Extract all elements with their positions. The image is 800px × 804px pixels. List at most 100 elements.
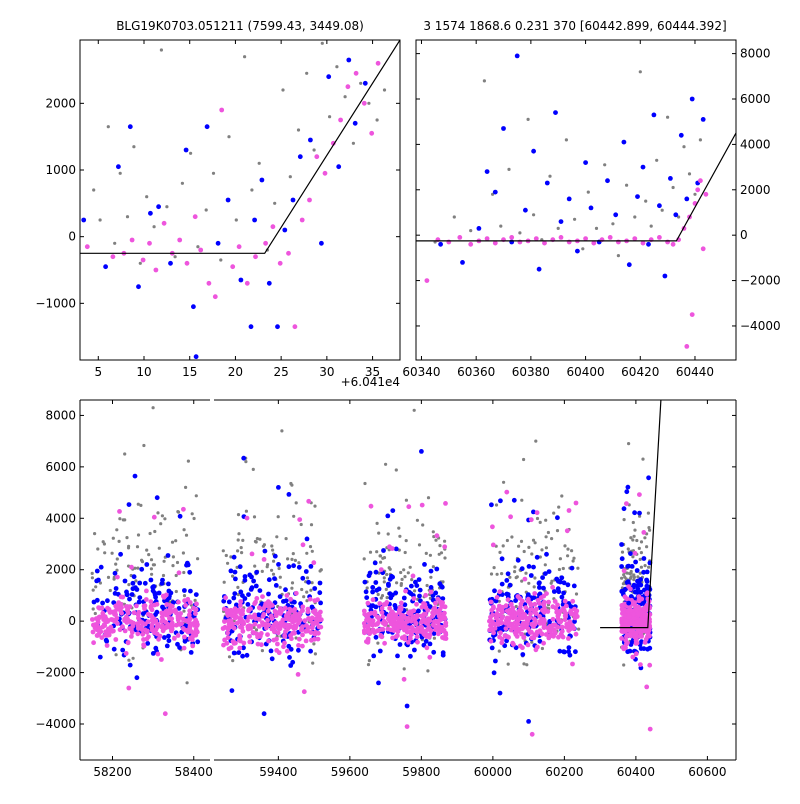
data-point-blue <box>229 688 235 693</box>
data-point-grey <box>211 171 216 175</box>
band-point-pink <box>633 641 639 646</box>
band-point-grey <box>530 640 534 644</box>
band-point-pink <box>256 617 262 622</box>
band-point-grey <box>182 594 187 598</box>
band-point-blue <box>519 566 525 572</box>
data-point-pink <box>292 324 298 330</box>
data-point-grey <box>294 501 298 505</box>
data-point-grey <box>682 145 686 149</box>
band-point-grey <box>489 572 494 576</box>
band-point-pink <box>531 635 537 641</box>
band-point-blue <box>232 569 238 575</box>
band-point-pink <box>406 504 412 510</box>
band-point-blue <box>537 638 543 644</box>
band-point-grey <box>538 520 542 525</box>
band-point-pink <box>398 600 404 606</box>
data-point-blue <box>290 197 296 203</box>
band-point-pink <box>145 619 151 624</box>
band-point-grey <box>136 502 140 506</box>
band-point-grey <box>505 538 509 543</box>
panel-top-left: 5 10 15 20 25 30 35 −1000 0 1000 2000 <box>35 39 401 379</box>
band-point-blue <box>170 600 176 605</box>
data-point-grey <box>132 145 136 149</box>
data-point-blue <box>657 203 662 209</box>
band-point-pink <box>424 645 430 651</box>
band-point-grey <box>386 532 390 536</box>
band-point-pink <box>226 618 231 624</box>
band-point-grey <box>525 663 529 667</box>
band-point-blue <box>166 588 172 594</box>
band-point-blue <box>185 560 190 566</box>
band-point-pink <box>532 601 538 607</box>
data-point-pink <box>254 631 260 637</box>
band-point-blue <box>572 619 577 624</box>
band-point-grey <box>417 543 422 547</box>
band-point-grey <box>520 498 524 502</box>
band-point-pink <box>261 611 267 617</box>
data-point-grey <box>566 547 570 551</box>
band-point-blue <box>625 564 631 569</box>
data-point-blue <box>678 132 684 138</box>
data-point-pink <box>129 237 135 243</box>
band-point-pink <box>174 610 179 616</box>
data-point-pink <box>509 235 515 240</box>
band-point-pink <box>369 619 374 625</box>
band-point-pink <box>422 602 428 607</box>
band-point-pink <box>317 613 322 619</box>
band-point-blue <box>374 587 380 593</box>
band-point-blue <box>131 574 137 580</box>
band-point-pink <box>622 594 628 600</box>
data-point-pink <box>167 611 172 616</box>
data-point-grey <box>384 462 388 466</box>
band-point-grey <box>367 659 371 663</box>
data-point-grey <box>603 163 607 167</box>
band-point-blue <box>513 598 518 603</box>
band-point-grey <box>622 573 626 577</box>
data-point-blue <box>266 280 272 286</box>
band-point-pink <box>628 586 633 592</box>
band-point-grey <box>182 528 186 532</box>
band-point-blue <box>98 564 104 570</box>
band-point-pink <box>90 617 95 622</box>
band-point-blue <box>193 592 199 597</box>
band-point-pink <box>169 620 175 626</box>
band-point-pink <box>159 624 165 630</box>
data-point-pink <box>698 178 703 184</box>
band-point-grey <box>135 545 140 549</box>
band-point-grey <box>566 554 570 558</box>
band-point-pink <box>109 628 115 634</box>
band-point-blue <box>127 662 133 668</box>
band-point-blue <box>241 455 247 461</box>
band-point-pink <box>635 627 641 633</box>
band-point-pink <box>387 613 393 619</box>
data-point-pink <box>404 724 410 729</box>
band-point-blue <box>412 647 417 653</box>
band-point-blue <box>228 568 234 574</box>
band-point-blue <box>296 647 301 653</box>
band-point-pink <box>144 588 149 594</box>
data-point-blue <box>460 260 465 265</box>
band-point-blue <box>559 594 565 600</box>
data-point-pink <box>140 257 146 263</box>
data-point-pink <box>647 726 653 732</box>
data-point-grey <box>184 485 188 489</box>
band-point-grey <box>254 540 258 544</box>
band-point-pink <box>517 595 523 601</box>
band-point-grey <box>222 580 226 584</box>
data-point-pink <box>142 603 148 609</box>
data-point-grey <box>426 496 431 500</box>
band-point-pink <box>246 608 252 614</box>
x-tick-label: 30 <box>319 365 334 379</box>
band-point-pink <box>282 624 288 629</box>
band-point-pink <box>159 657 164 662</box>
band-point-pink <box>509 613 515 619</box>
data-point-grey <box>526 117 530 121</box>
band-point-blue <box>291 563 296 569</box>
band-point-grey <box>91 588 95 592</box>
band-point-blue <box>94 597 100 603</box>
band-point-grey <box>103 551 107 555</box>
band-point-pink <box>539 631 545 637</box>
band-point-grey <box>375 521 379 526</box>
band-point-grey <box>403 575 407 579</box>
band-point-blue <box>537 585 542 590</box>
